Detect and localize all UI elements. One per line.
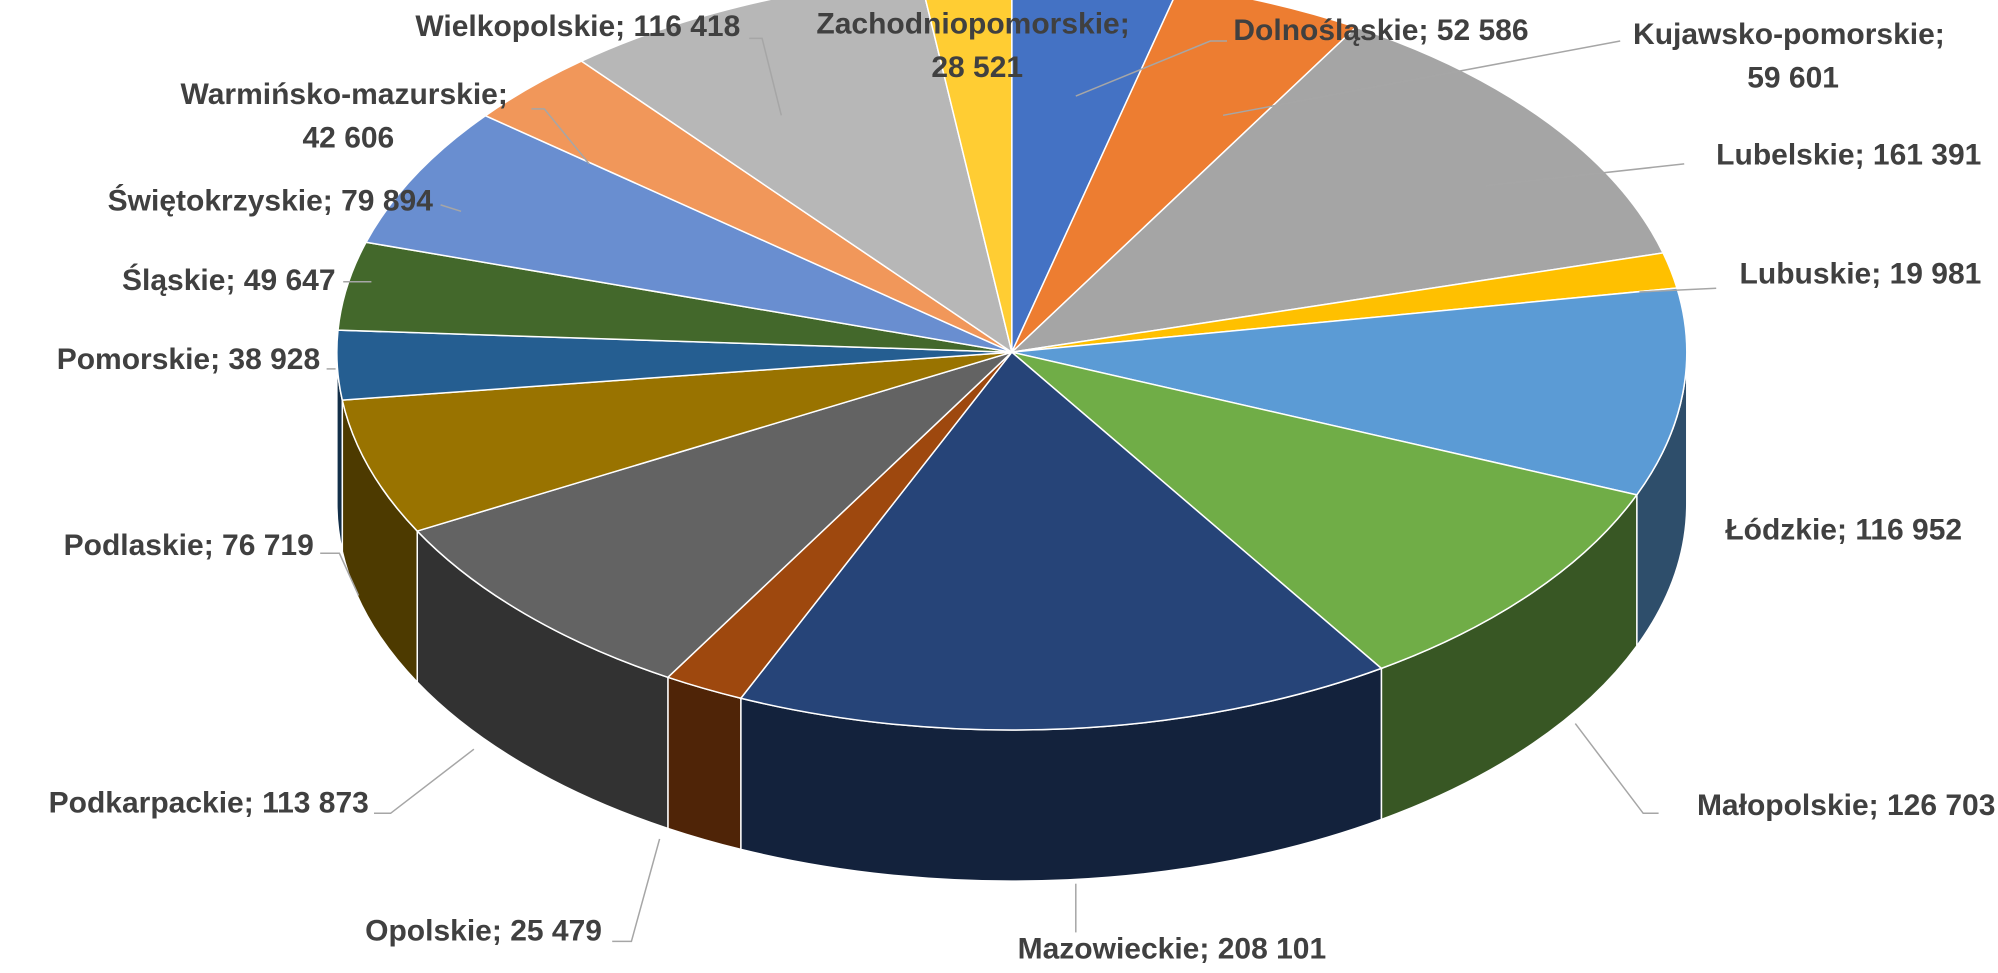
label-separator: ; — [1837, 513, 1855, 546]
data-label: Śląskie; 49 647 — [122, 263, 336, 297]
label-category: Lubelskie — [1716, 138, 1854, 171]
label-category: Świętokrzyskie — [108, 183, 323, 217]
label-value: 28 521 — [931, 51, 1023, 84]
slice-side — [667, 676, 742, 851]
label-category: Małopolskie — [1697, 789, 1869, 822]
data-label: Dolnośląskie; 52 586 — [1233, 14, 1528, 47]
label-value: 79 894 — [341, 184, 433, 217]
label-category: Mazowieckie — [1018, 932, 1200, 965]
label-separator: ; — [1871, 257, 1889, 290]
slice — [1011, 287, 1688, 496]
leader-line — [440, 204, 462, 213]
label-value: 25 479 — [510, 914, 602, 947]
slice — [364, 114, 1013, 353]
label-separator: ; — [615, 10, 633, 43]
data-label: Wielkopolskie; 116 418 — [415, 10, 740, 43]
slice — [1009, 26, 1665, 354]
label-category: Pomorskie — [57, 343, 210, 376]
label-value: 208 101 — [1218, 932, 1326, 965]
label-separator: ; — [498, 78, 516, 111]
data-label: Podkarpackie; 113 873 — [49, 786, 369, 819]
slice — [739, 351, 1383, 731]
slice — [1011, 351, 1639, 670]
data-label: Lubelskie; 161 391 — [1716, 138, 1981, 171]
data-label: Warmińsko-mazurskie; 42 606 — [181, 78, 517, 155]
label-separator: ; — [1869, 789, 1887, 822]
label-separator: ; — [204, 529, 222, 562]
label-separator: ; — [1855, 138, 1873, 171]
leader-line — [612, 838, 661, 943]
label-category: Opolskie — [365, 914, 492, 947]
label-value: 52 586 — [1437, 14, 1529, 47]
data-label: Lubuskie; 19 981 — [1740, 257, 1982, 290]
data-label: Świętokrzyskie; 79 894 — [108, 183, 434, 217]
leader-line — [320, 552, 360, 596]
leader-line — [1639, 287, 1717, 293]
label-value: 113 873 — [262, 786, 369, 819]
slice — [341, 351, 1013, 532]
leader-line — [1222, 40, 1621, 117]
data-label: Podlaskie; 76 719 — [64, 529, 314, 562]
label-value: 49 647 — [244, 264, 336, 297]
data-label: Zachodniopomorskie; 28 521 — [816, 8, 1138, 85]
data-label: Małopolskie; 126 703 — [1697, 789, 1996, 822]
label-separator: ; — [1418, 14, 1436, 47]
label-value: 116 418 — [633, 10, 740, 43]
label-separator: ; — [210, 343, 228, 376]
label-category: Dolnośląskie — [1233, 14, 1418, 47]
label-value: 42 606 — [302, 122, 394, 155]
label-category: Podkarpackie — [49, 786, 244, 819]
data-label: Łódzkie; 116 952 — [1725, 513, 1962, 546]
label-category: Podlaskie — [64, 529, 204, 562]
slice — [579, 0, 1014, 354]
label-value: 19 981 — [1890, 257, 1982, 290]
label-value: 126 703 — [1887, 789, 1995, 822]
slice — [1011, 0, 1358, 353]
label-separator: ; — [323, 184, 341, 217]
leader-line — [749, 37, 783, 116]
label-separator: ; — [1120, 8, 1138, 41]
label-separator: ; — [1199, 932, 1217, 965]
label-value: 161 391 — [1873, 138, 1981, 171]
label-separator: ; — [1935, 18, 1953, 51]
label-value: 38 928 — [228, 343, 320, 376]
label-category: Wielkopolskie — [415, 10, 615, 43]
slice — [924, 0, 1013, 353]
label-value: 76 719 — [222, 529, 314, 562]
label-category: Warmińsko-mazurskie — [181, 78, 498, 111]
label-value: 59 601 — [1747, 61, 1839, 94]
label-category: Łódzkie — [1725, 513, 1837, 546]
label-separator: ; — [225, 264, 243, 297]
leader-line — [1574, 723, 1659, 815]
slice — [415, 351, 1013, 679]
label-category: Śląskie — [122, 263, 225, 297]
label-category: Lubuskie — [1740, 257, 1872, 290]
leader-line — [1485, 163, 1685, 187]
data-label: Opolskie; 25 479 — [365, 914, 602, 947]
label-value: 116 952 — [1855, 513, 1962, 546]
data-label: Mazowieckie; 208 101 — [1018, 932, 1327, 965]
leader-line — [531, 108, 590, 165]
label-separator: ; — [244, 786, 262, 819]
leader-line — [374, 748, 475, 815]
label-category: Zachodniopomorskie — [816, 8, 1119, 41]
data-label: Kujawsko-pomorskie; 59 601 — [1633, 18, 1953, 95]
data-label: Pomorskie; 38 928 — [57, 343, 321, 376]
leader-line — [1075, 40, 1227, 97]
label-category: Kujawsko-pomorskie — [1633, 18, 1935, 51]
label-separator: ; — [492, 914, 510, 947]
